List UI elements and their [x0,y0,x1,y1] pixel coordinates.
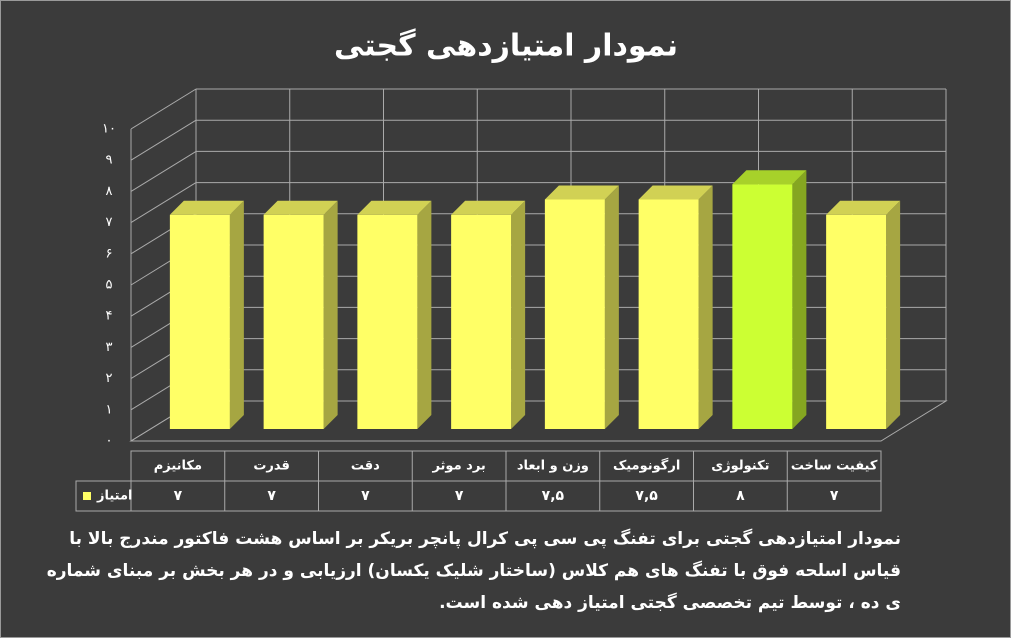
bar-side [323,200,338,429]
bar-side [698,185,713,429]
y-tick-label: ۷ [106,215,113,230]
grid-line-side [130,119,197,161]
chart-title: نمودار امتیازدهی گجتی [334,28,678,64]
x-tick-label: دقت [351,459,380,474]
legend-cell [75,480,132,512]
value-label: ۸ [736,488,745,504]
bar [732,184,793,429]
bar-side [604,185,619,429]
bar-top [451,200,526,215]
value-label: ۷ [830,488,839,504]
bar-top [263,200,338,215]
chart: نمودار امتیازدهی گجتی ۰ ۱ ۲ ۳ ۴ ۵ ۶ ۷ ۸ ۹ ۱۰ امتیاز… [75,28,948,512]
bar-top [357,200,432,215]
value-label: ۷ [361,488,370,504]
bar [826,214,887,429]
bar-side [417,200,432,429]
bar [357,214,418,429]
y-tick-label: ۱۰ [102,122,116,137]
bar [544,199,605,429]
y-tick-label: ۹ [106,153,113,168]
y-tick-label: ۵ [106,278,113,293]
y-tick-label: ۲ [106,371,113,386]
floor [129,400,948,442]
y-tick-label: ۶ [106,246,113,261]
legend-swatch [83,492,91,500]
value-label: ۷ [455,488,464,504]
bar-top [169,200,244,215]
x-tick-label: وزن و ابعاد [517,459,589,474]
bar [263,214,324,429]
legend-label: امتیاز [96,489,132,504]
y-tick-label: ۴ [106,309,113,324]
grid-line-side [130,88,197,130]
x-tick-label: کیفیت ساخت [791,459,878,474]
bar [169,214,230,429]
y-tick-label: ۳ [106,340,113,355]
y-tick-label: ۸ [106,184,113,199]
bar [638,199,699,429]
bar-top [544,185,619,200]
bar [451,214,512,429]
bar-top [826,200,901,215]
y-tick-label: ۰ [106,434,113,449]
bar-top [638,185,713,200]
bar-top [732,170,807,185]
value-label: ۷,۵ [542,488,565,504]
x-tick-label: ارگونومیک [613,458,680,474]
bar-side [229,200,244,429]
grid-line-side [130,182,197,224]
x-tick-label: مکانیزم [154,459,202,474]
bar-side [511,200,526,429]
grid-line-side [130,150,197,192]
value-label: ۷,۵ [635,488,658,504]
value-label: ۷ [174,488,183,504]
bar-side [886,200,901,429]
bar-side [792,170,807,429]
caption: نمودار امتیازدهی گجتی برای تفنگ پی سی پی… [46,529,901,613]
x-tick-label: تکنولوژی [711,459,769,474]
x-tick-label: قدرت [253,459,290,474]
value-label: ۷ [267,488,276,504]
x-tick-label: برد موثر [431,459,485,474]
y-tick-label: ۱ [106,402,113,417]
